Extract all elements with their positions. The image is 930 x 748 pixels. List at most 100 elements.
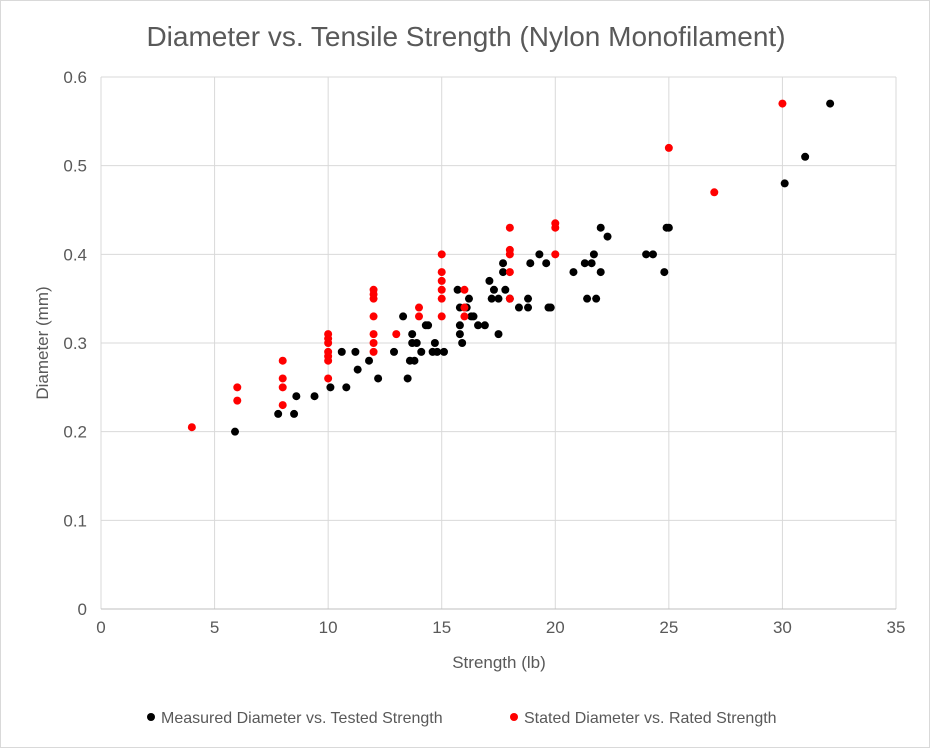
data-point	[351, 347, 360, 356]
data-point	[499, 268, 508, 277]
data-point	[480, 321, 489, 330]
data-point	[664, 143, 673, 152]
data-point	[324, 347, 333, 356]
y-tick-label: 0.5	[63, 157, 87, 176]
data-point	[551, 250, 560, 259]
data-point	[342, 383, 351, 392]
legend-marker-stated	[510, 713, 518, 721]
y-tick-label: 0.1	[63, 511, 87, 530]
legend-label-measured: Measured Diameter vs. Tested Strength	[161, 710, 443, 727]
data-point	[430, 339, 439, 347]
data-point	[580, 259, 589, 268]
gridlines	[100, 76, 897, 610]
data-point	[437, 285, 446, 294]
data-point	[569, 268, 578, 277]
data-point	[642, 250, 651, 259]
data-point	[274, 409, 283, 418]
data-point	[399, 312, 408, 321]
y-tick-label: 0.6	[63, 68, 87, 87]
data-point	[474, 321, 483, 330]
data-point	[326, 383, 335, 392]
data-point	[542, 259, 551, 268]
data-point	[458, 339, 467, 347]
data-point	[526, 259, 535, 268]
x-tick-label: 5	[210, 618, 219, 637]
data-point	[583, 294, 592, 303]
x-tick-label: 15	[432, 618, 451, 637]
data-point	[551, 219, 560, 228]
data-point	[390, 347, 399, 356]
data-point	[780, 179, 789, 188]
data-point	[494, 330, 503, 339]
data-point	[455, 321, 464, 330]
data-point	[290, 409, 299, 418]
data-point	[369, 285, 378, 294]
data-point	[596, 223, 605, 232]
data-point	[801, 152, 810, 161]
data-point	[603, 232, 612, 241]
data-point	[415, 303, 423, 312]
data-point	[453, 285, 462, 294]
x-axis-label: Strength (lb)	[452, 653, 546, 672]
x-tick-label: 20	[546, 618, 565, 637]
data-point	[369, 339, 378, 347]
data-point	[278, 401, 287, 410]
data-point	[505, 268, 514, 277]
data-point	[392, 330, 401, 339]
y-tick-label: 0.4	[63, 245, 87, 264]
data-point	[412, 339, 421, 347]
data-point	[433, 347, 442, 356]
data-point	[353, 365, 362, 374]
data-point	[524, 294, 533, 303]
legend-label-stated: Stated Diameter vs. Rated Strength	[524, 710, 777, 727]
data-point	[499, 259, 508, 268]
data-point	[439, 347, 448, 356]
data-point	[278, 374, 287, 383]
series-1	[231, 99, 835, 436]
data-point	[587, 259, 596, 268]
data-point	[455, 330, 464, 339]
y-axis-label: Diameter (mm)	[33, 286, 52, 399]
data-point	[374, 374, 383, 383]
data-point	[485, 276, 494, 285]
data-point	[403, 374, 412, 383]
data-point	[710, 188, 719, 197]
data-point	[369, 347, 378, 356]
data-point	[546, 303, 555, 312]
data-point	[310, 392, 319, 401]
data-point	[778, 99, 787, 108]
data-point	[514, 303, 523, 312]
data-point	[505, 294, 514, 303]
data-point	[369, 312, 378, 321]
data-point	[424, 321, 433, 330]
y-tick-label: 0.3	[63, 334, 87, 353]
data-point	[337, 347, 346, 356]
data-point	[494, 294, 503, 303]
data-point	[460, 285, 469, 294]
data-point	[535, 250, 544, 259]
y-tick-label: 0.2	[63, 423, 87, 442]
x-tick-label: 30	[773, 618, 792, 637]
data-point	[460, 303, 469, 312]
data-point	[487, 294, 496, 303]
data-point	[501, 285, 510, 294]
data-point	[292, 392, 301, 401]
data-point	[524, 303, 533, 312]
y-tick-label: 0	[78, 600, 87, 619]
data-point	[592, 294, 601, 303]
data-point	[417, 347, 426, 356]
data-point	[437, 276, 446, 285]
x-tick-label: 35	[887, 618, 906, 637]
data-point	[324, 330, 333, 339]
data-point	[233, 396, 242, 405]
data-point	[660, 268, 669, 277]
series-2	[187, 99, 787, 432]
chart-title: Diameter vs. Tensile Strength (Nylon Mon…	[146, 21, 785, 52]
data-point	[437, 312, 446, 321]
data-point	[596, 268, 605, 277]
data-point	[233, 383, 242, 392]
data-point	[278, 356, 287, 365]
data-point	[489, 285, 498, 294]
